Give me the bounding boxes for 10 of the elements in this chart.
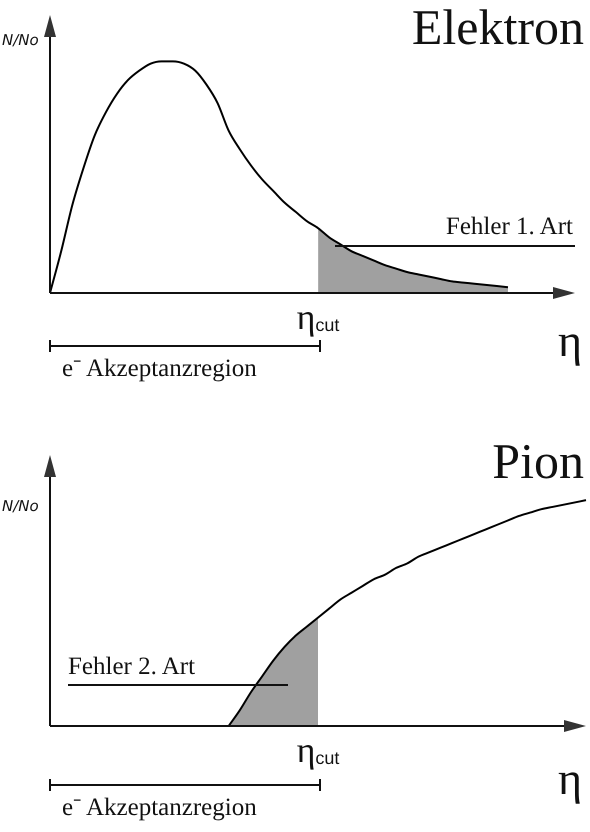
x-axis-title: η bbox=[558, 753, 582, 804]
text: e⁻ Akzeptanzregion bbox=[62, 355, 257, 382]
chart-title: Pion bbox=[492, 433, 584, 489]
text: e⁻ Akzeptanzregion bbox=[62, 794, 257, 821]
y-axis-title: N/No bbox=[2, 497, 39, 515]
y-axis-title: N/No bbox=[2, 31, 39, 49]
annotation: Fehler 1. Art bbox=[446, 213, 573, 240]
chart-title: Elektron bbox=[412, 0, 584, 55]
x-axis-title: η bbox=[558, 315, 582, 366]
annotation: Fehler 2. Art bbox=[68, 653, 196, 680]
